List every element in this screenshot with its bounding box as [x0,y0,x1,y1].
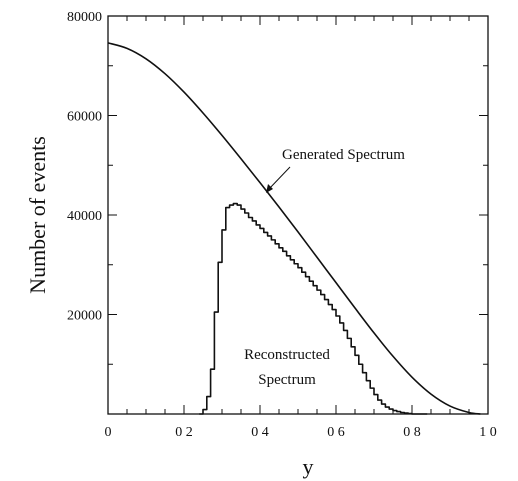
annotation-arrow-line [267,166,291,191]
annotation-reconstructed: Reconstructed [244,347,330,363]
x-axis-title: y [303,454,314,479]
annotations: Generated Spectrum Reconstructed Spectru… [244,147,405,388]
y-tick-label: 80000 [67,10,102,25]
x-tick-label: 1 0 [479,425,497,440]
x-tick-label: 0 4 [251,425,269,440]
y-tick-label: 40000 [67,209,102,224]
x-tick-label: 0 8 [403,425,421,440]
y-axis: 20000 40000 60000 80000 [67,10,488,415]
y-tick-label: 20000 [67,309,102,324]
x-tick-label: 0 [105,425,112,440]
y-axis-title: Number of events [25,136,50,294]
annotation-generated-spectrum: Generated Spectrum [282,147,405,163]
reconstructed-spectrum-line [199,202,428,415]
series-group [107,42,481,415]
generated-spectrum-line [107,42,481,415]
annotation-spectrum: Spectrum [258,372,316,388]
x-axis: 0 0 2 0 4 0 6 0 8 1 0 [105,16,497,440]
annotation-arrow-head [266,184,273,193]
y-tick-label: 60000 [67,110,102,125]
x-tick-label: 0 6 [327,425,345,440]
x-tick-label: 0 2 [175,425,193,440]
